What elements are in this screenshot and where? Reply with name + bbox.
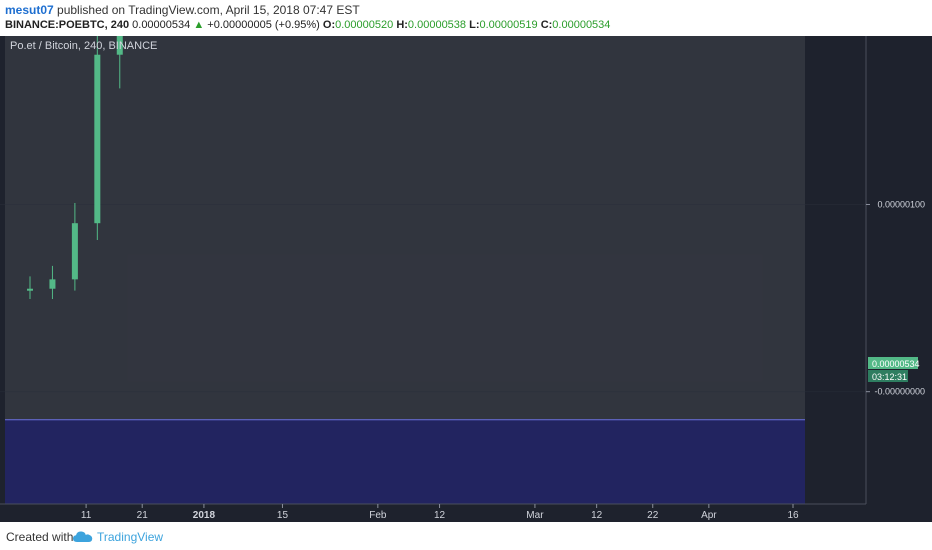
price-tag-value: 0.00000534 (872, 359, 920, 369)
timer-box (868, 370, 908, 382)
grid (0, 203, 866, 393)
x-tick-label: 16 (787, 510, 799, 521)
high-value: 0.00000538 (407, 19, 467, 31)
countdown-timer: 03:12:31 (872, 372, 907, 382)
price-tag: 0.00000534 03:12:31 (868, 357, 920, 382)
candle-body (27, 288, 33, 291)
chart-canvas[interactable]: 0.000018000.000017000.000016000.00001500… (0, 36, 932, 522)
high-label: H: (396, 19, 408, 31)
symbol-label: BINANCE:POEBTC, 240 (5, 19, 130, 31)
ohlc-line: BINANCE:POEBTC, 240 0.00000534 ▲ +0.0000… (5, 19, 610, 31)
up-triangle-icon: ▲ (193, 19, 205, 31)
fib-band (5, 419, 805, 504)
candle-body (71, 223, 78, 280)
x-tick-label: 21 (137, 510, 149, 521)
footer: Created with TradingView (0, 522, 932, 550)
time-axis[interactable]: 11 21 2018 15 Feb 12 Mar 12 22 Apr 16 (81, 504, 799, 521)
x-tick-label: Feb (369, 510, 387, 521)
close-value: 0.00000534 (552, 19, 611, 31)
close-label: C: (540, 19, 553, 31)
candle-body (49, 279, 56, 289)
chart-header: mesut07 published on TradingView.com, Ap… (0, 0, 932, 36)
x-tick-label: 12 (591, 510, 603, 521)
tradingview-brand[interactable]: TradingView (97, 530, 164, 544)
low-value: 0.00000519 (479, 19, 538, 31)
y-tick-label: -0.00000000 (874, 387, 925, 397)
x-tick-label: Mar (526, 510, 544, 521)
price-axis[interactable]: 0.000018000.000017000.000016000.00001500… (866, 36, 925, 397)
change-value: +0.00000005 (+0.95%) (207, 19, 320, 31)
published-text: published on TradingView.com, April 15, … (53, 3, 360, 17)
tradingview-cloud-icon (73, 531, 93, 542)
fib-band (5, 36, 805, 420)
x-tick-label: Apr (701, 510, 717, 521)
created-with-text: Created with (6, 530, 74, 544)
candle-body (116, 36, 123, 55)
publish-info: mesut07 published on TradingView.com, Ap… (5, 3, 360, 17)
y-tick-label: 0.00000100 (877, 199, 925, 209)
price-tag-box (868, 357, 918, 369)
open-label: O: (322, 19, 336, 31)
open-value: 0.00000520 (335, 19, 394, 31)
x-tick-label: 12 (434, 510, 446, 521)
x-tick-label: 22 (647, 510, 659, 521)
low-label: L: (469, 19, 480, 31)
x-tick-label: 11 (81, 510, 92, 521)
chart-title: Po.et / Bitcoin, 240, BINANCE (10, 40, 157, 52)
x-tick-label: 2018 (193, 510, 216, 521)
candles (27, 36, 123, 300)
fib-retracement[interactable] (5, 36, 805, 504)
last-price: 0.00000534 (132, 19, 191, 31)
author-link[interactable]: mesut07 (5, 3, 54, 17)
x-tick-label: 15 (277, 510, 289, 521)
candle-body (94, 54, 101, 224)
